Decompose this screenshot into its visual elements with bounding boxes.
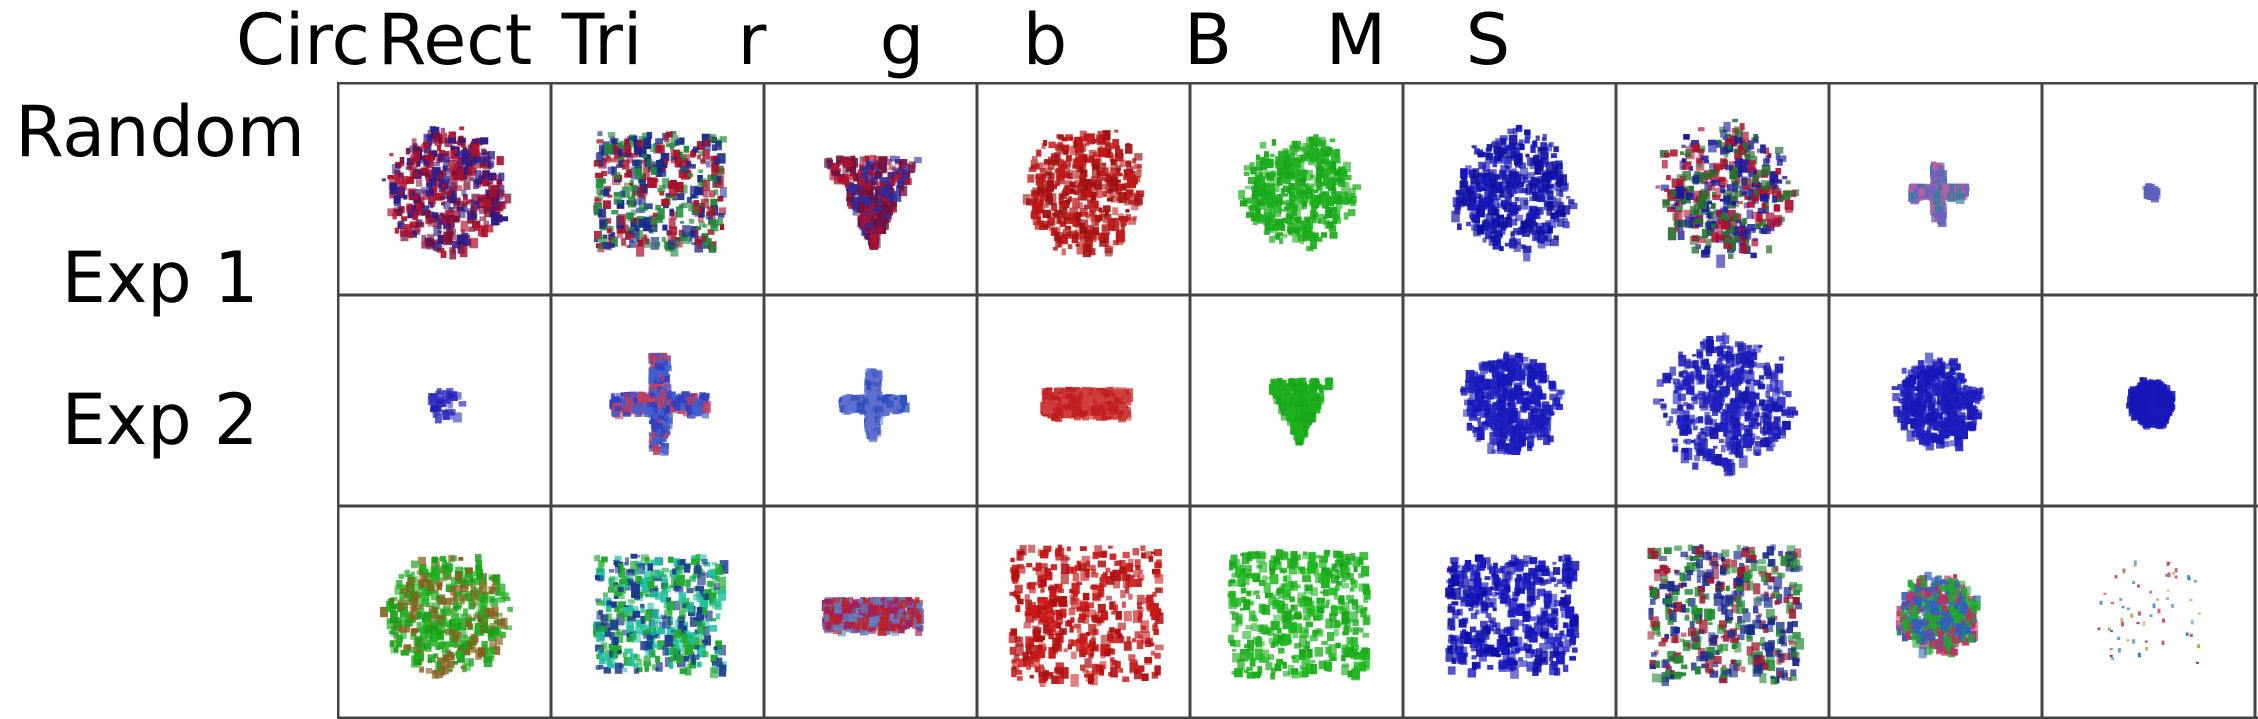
row-label-exp-1: Exp 1	[0, 237, 320, 319]
grid-cell	[1402, 294, 1615, 505]
grid-cell	[1615, 82, 1828, 294]
grid-cell	[1615, 294, 1828, 505]
grid-cell	[550, 505, 763, 717]
grid-cell	[1189, 82, 1402, 294]
grid-cell	[976, 294, 1189, 505]
grid-cell	[1402, 505, 1615, 717]
grid-cell	[1828, 294, 2041, 505]
column-label-big: B	[1184, 0, 1232, 80]
column-label-r: r	[738, 0, 767, 80]
grid-cell	[337, 294, 550, 505]
grid-cell	[2041, 294, 2254, 505]
grid-cell	[763, 505, 976, 717]
grid-cell	[1828, 82, 2041, 294]
grid-cell	[337, 505, 550, 717]
image-grid-canvas	[337, 82, 2258, 719]
column-label-b: b	[1023, 0, 1067, 80]
grid-cell	[1615, 505, 1828, 717]
grid-cell	[1402, 82, 1615, 294]
grid-cell	[2041, 505, 2254, 717]
grid-cell	[763, 82, 976, 294]
column-label-circ: Circ	[236, 0, 370, 80]
grid-cell	[337, 82, 550, 294]
column-label-medium: M	[1326, 0, 1386, 80]
grid-cell	[550, 82, 763, 294]
grid-cell	[1828, 505, 2041, 717]
grid-cell	[1189, 505, 1402, 717]
image-grid	[337, 82, 2258, 719]
grid-cell	[976, 505, 1189, 717]
grid-cell	[2041, 82, 2254, 294]
column-label-tri: Tri	[562, 0, 643, 80]
row-label-exp-2: Exp 2	[0, 379, 320, 461]
grid-cell	[763, 294, 976, 505]
column-label-rect: Rect	[378, 0, 533, 80]
column-label-g: g	[880, 0, 924, 80]
column-label-small: S	[1466, 0, 1510, 80]
grid-cell	[1189, 294, 1402, 505]
row-label-random: Random	[0, 91, 320, 173]
grid-cell	[976, 82, 1189, 294]
grid-cell	[550, 294, 763, 505]
